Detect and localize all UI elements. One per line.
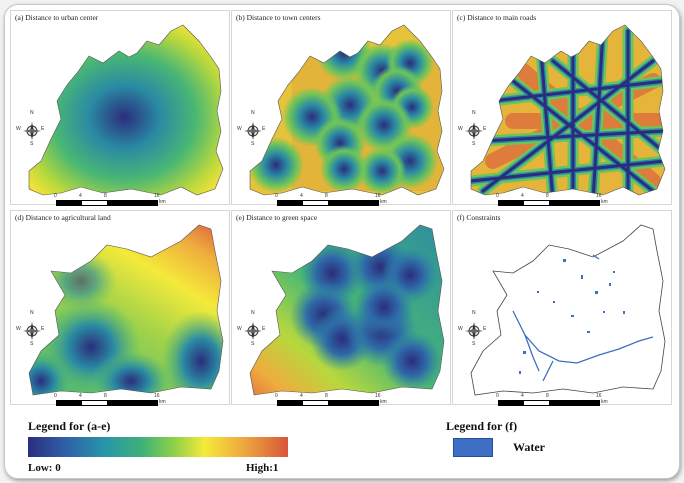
map-a	[28, 24, 224, 196]
scale-tick-label: 8	[325, 393, 328, 399]
legend-gradient-bar	[28, 437, 288, 457]
scale-tick-label: 0	[275, 393, 278, 399]
panel-title: (b) Distance to town centers	[236, 13, 321, 22]
scale-unit-label: km	[601, 199, 608, 205]
compass-w-label: W	[16, 126, 21, 132]
compass-e-label: E	[41, 126, 45, 132]
scale-tick-label: 4	[79, 393, 82, 399]
compass-icon	[241, 315, 265, 347]
compass-s-label: S	[30, 341, 34, 347]
scale-tick-label: 16	[375, 393, 381, 399]
scale-unit-label: km	[380, 199, 387, 205]
map-b	[249, 24, 445, 196]
legend-ae-title: Legend for (a-e)	[28, 419, 111, 433]
scale-tick-label: 0	[496, 193, 499, 199]
scale-tick-label: 4	[521, 393, 524, 399]
scale-tick-label: 4	[521, 193, 524, 199]
scale-tick-label: 16	[154, 393, 160, 399]
water-swatch	[453, 438, 493, 457]
panel-e: (e) Distance to green space	[231, 210, 451, 405]
compass-icon	[462, 315, 486, 347]
compass-s-label: S	[30, 141, 34, 147]
legend-f-title: Legend for (f)	[446, 419, 518, 433]
scale-tick-label: 0	[496, 393, 499, 399]
compass-s-label: S	[251, 141, 255, 147]
water-features	[512, 254, 654, 382]
panel-b: (b) Distance to town centers	[231, 10, 451, 205]
compass-icon	[20, 115, 44, 147]
panel-title: (d) Distance to agricultural land	[15, 213, 111, 222]
legend-high-label: High:1	[246, 462, 279, 474]
map-d	[28, 224, 224, 396]
compass-n-label: N	[472, 310, 476, 316]
scale-tick-label: 0	[54, 393, 57, 399]
scale-bar	[56, 400, 158, 406]
scale-tick-label: 4	[300, 393, 303, 399]
compass-e-label: E	[483, 326, 487, 332]
legend-low-label: Low: 0	[28, 462, 61, 474]
scale-tick-label: 0	[54, 193, 57, 199]
scale-tick-label: 16	[154, 193, 160, 199]
panel-title: (c) Distance to main roads	[457, 13, 537, 22]
compass-n-label: N	[251, 310, 255, 316]
map-c	[470, 24, 666, 196]
compass-icon	[20, 315, 44, 347]
map-f	[470, 224, 666, 396]
compass-e-label: E	[483, 126, 487, 132]
scale-tick-label: 8	[546, 193, 549, 199]
scale-tick-label: 8	[325, 193, 328, 199]
scale-tick-label: 8	[104, 193, 107, 199]
panel-title: (f) Constraints	[457, 213, 501, 222]
compass-n-label: N	[30, 110, 34, 116]
scale-unit-label: km	[159, 399, 166, 405]
panel-a: (a) Distance to urban center	[10, 10, 230, 205]
compass-s-label: S	[251, 341, 255, 347]
compass-w-label: W	[237, 126, 242, 132]
compass-n-label: N	[472, 110, 476, 116]
scale-bar	[56, 200, 158, 206]
panel-title: (a) Distance to urban center	[15, 13, 99, 22]
compass-s-label: S	[472, 341, 476, 347]
compass-icon	[462, 115, 486, 147]
compass-n-label: N	[251, 110, 255, 116]
panel-d: (d) Distance to agricultural land	[10, 210, 230, 405]
scale-tick-label: 0	[275, 193, 278, 199]
scale-tick-label: 16	[596, 393, 602, 399]
scale-unit-label: km	[159, 199, 166, 205]
compass-e-label: E	[41, 326, 45, 332]
map-e	[249, 224, 445, 396]
panel-title: (e) Distance to green space	[236, 213, 318, 222]
scale-bar	[498, 400, 600, 406]
panel-c: (c) Distance to main roads	[452, 10, 672, 205]
compass-w-label: W	[237, 326, 242, 332]
scale-tick-label: 8	[104, 393, 107, 399]
scale-bar	[277, 200, 379, 206]
compass-e-label: E	[262, 326, 266, 332]
compass-w-label: W	[458, 126, 463, 132]
scale-tick-label: 4	[300, 193, 303, 199]
scale-tick-label: 4	[79, 193, 82, 199]
compass-e-label: E	[262, 126, 266, 132]
scale-bar	[498, 200, 600, 206]
panel-f: (f) Constraints	[452, 210, 672, 405]
water-label: Water	[513, 440, 545, 454]
compass-icon	[241, 115, 265, 147]
scale-unit-label: km	[380, 399, 387, 405]
compass-s-label: S	[472, 141, 476, 147]
water-bodies	[519, 259, 625, 374]
scale-tick-label: 8	[546, 393, 549, 399]
compass-w-label: W	[16, 326, 21, 332]
scale-tick-label: 16	[596, 193, 602, 199]
compass-n-label: N	[30, 310, 34, 316]
scale-bar	[277, 400, 379, 406]
compass-w-label: W	[458, 326, 463, 332]
scale-tick-label: 16	[375, 193, 381, 199]
scale-unit-label: km	[601, 399, 608, 405]
